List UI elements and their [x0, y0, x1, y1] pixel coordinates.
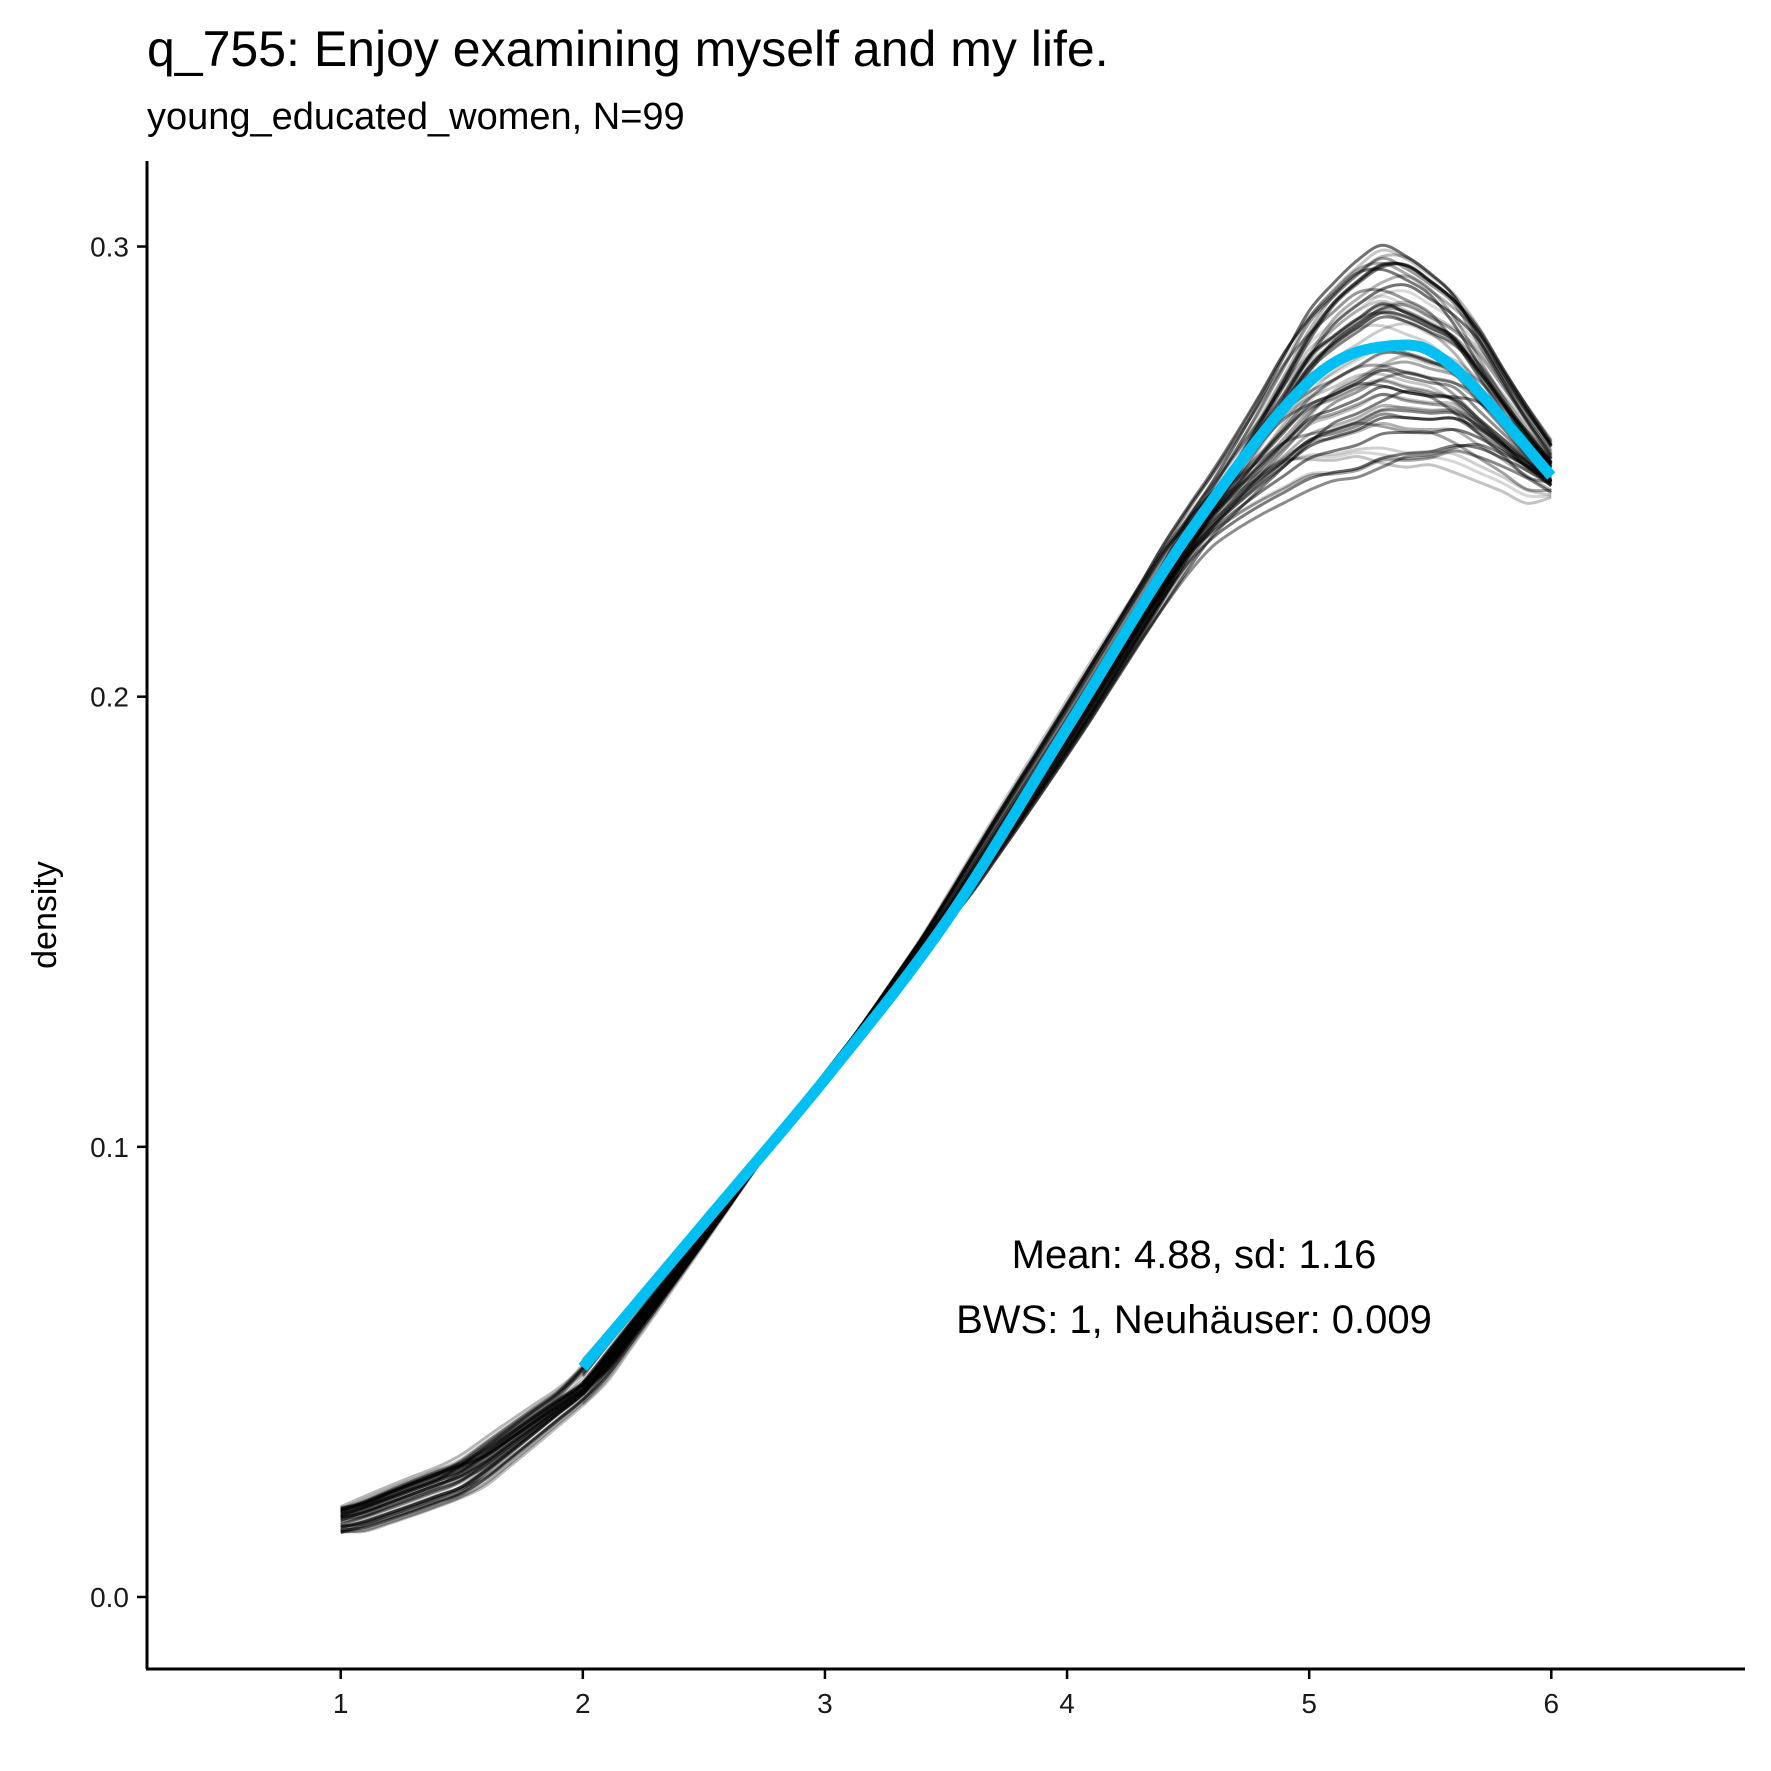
x-tick-label: 2 — [575, 1688, 591, 1719]
x-ticks: 1 2 3 4 5 6 — [333, 1669, 1559, 1719]
y-tick-label: 0.3 — [90, 232, 129, 263]
x-tick-label: 4 — [1059, 1688, 1075, 1719]
y-tick-label: 0.2 — [90, 682, 129, 713]
bootstrap-line — [340, 368, 1553, 1522]
x-tick-label: 1 — [333, 1688, 349, 1719]
bootstrap-line — [340, 449, 1553, 1529]
bootstrap-line — [340, 392, 1553, 1530]
bootstrap-line — [581, 274, 1553, 1392]
bootstrap-line — [340, 371, 1553, 1521]
bootstrap-line — [340, 360, 1553, 1519]
bootstrap-line — [581, 382, 1552, 1370]
bootstrap-line — [340, 454, 1552, 1518]
bootstrap-line — [340, 442, 1553, 1528]
bootstrap-line — [340, 378, 1553, 1511]
bootstrap-line — [340, 299, 1553, 1514]
stats-annotation: Mean: 4.88, sd: 1.16 — [1012, 1233, 1377, 1277]
test-annotation: BWS: 1, Neuhäuser: 0.009 — [956, 1298, 1432, 1342]
bootstrap-line — [340, 405, 1553, 1512]
bootstrap-line — [581, 347, 1553, 1389]
bootstrap-line — [340, 354, 1553, 1534]
bootstrap-line — [340, 427, 1553, 1512]
bootstrap-line — [581, 315, 1553, 1386]
bootstrap-line — [581, 379, 1553, 1377]
bootstrap-line — [581, 372, 1552, 1378]
bootstrap-line — [581, 310, 1553, 1389]
bootstrap-line — [581, 243, 1553, 1384]
bootstrap-line — [581, 446, 1552, 1369]
bootstrap-line — [340, 267, 1553, 1517]
bootstrap-line — [340, 261, 1553, 1514]
bootstrap-line — [340, 443, 1553, 1520]
y-ticks: 0.0 0.1 0.2 0.3 — [90, 232, 147, 1613]
y-axis-title: density — [26, 861, 64, 969]
bootstrap-line — [340, 421, 1552, 1522]
bootstrap-line — [340, 363, 1552, 1513]
chart-subtitle: young_educated_women, N=99 — [147, 96, 685, 138]
bootstrap-line — [340, 450, 1552, 1528]
x-tick-label: 3 — [817, 1688, 833, 1719]
bootstrap-line — [340, 403, 1553, 1526]
bootstrap-line — [340, 421, 1553, 1527]
bootstrap-line — [340, 448, 1553, 1511]
density-curve — [578, 339, 1556, 1371]
bootstrap-line — [581, 343, 1553, 1375]
bootstrap-line — [340, 415, 1553, 1529]
x-tick-label: 5 — [1301, 1688, 1317, 1719]
y-tick-label: 0.1 — [90, 1132, 129, 1163]
bootstrap-line — [340, 408, 1553, 1524]
bootstrap-line — [340, 385, 1553, 1519]
y-tick-label: 0.0 — [90, 1582, 129, 1613]
x-tick-label: 6 — [1544, 1688, 1560, 1719]
chart-title: q_755: Enjoy examining myself and my lif… — [147, 21, 1109, 77]
